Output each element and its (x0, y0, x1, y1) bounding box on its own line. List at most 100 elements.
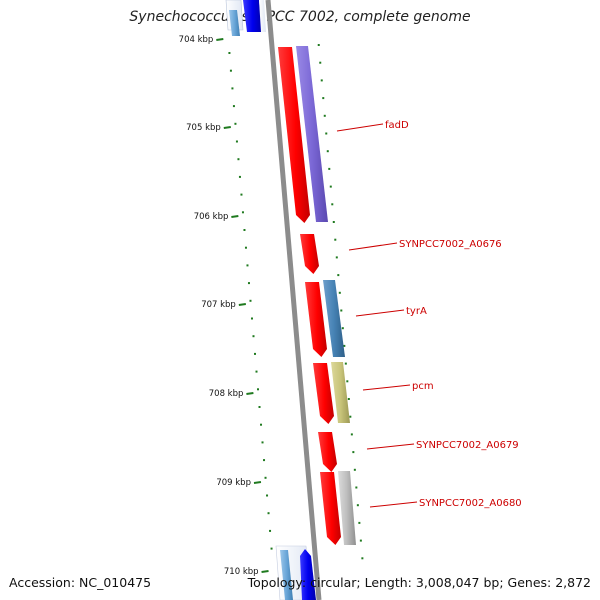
cds-arrow-synpcc7002-a0676 (300, 234, 319, 274)
leader-line-synpcc7002-a0676 (348, 242, 398, 251)
feature-track-dot (350, 433, 353, 436)
tick-mark (216, 38, 224, 41)
gene-label-pcm: pcm (412, 381, 434, 392)
scale-dot (249, 299, 252, 302)
feature-track-dot (355, 486, 358, 489)
feature-track-dot (320, 79, 323, 82)
scale-dot (258, 406, 261, 408)
scale-dot (232, 105, 235, 108)
genome-summary-text: Topology: circular; Length: 3,008,047 bp… (247, 575, 591, 590)
feature-track-dot (361, 557, 364, 560)
feature-track-dot (341, 327, 344, 330)
accession-text: Accession: NC_010475 (9, 575, 152, 590)
gene-label-tyra: tyrA (406, 306, 427, 317)
feature-track-dot (323, 114, 326, 117)
scale-dot (257, 388, 260, 391)
feature-bar-tyra (323, 280, 345, 357)
cds-arrow-fadd (278, 47, 310, 223)
leader-line-pcm (362, 384, 411, 391)
genome-title: Synechococcus sp. PCC 7002, complete gen… (129, 9, 471, 25)
leader-line-synpcc7002-a0679 (366, 443, 415, 450)
scale-tick-labels: 704 kbp 705 kbp 706 kbp 707 kbp 708 kbp 709 k… (179, 35, 259, 577)
scale-dot (229, 69, 232, 72)
gene-labels: fadD SYNPCC7002_A0676 tyrA pcm SYNPCC7002_A0… (385, 120, 522, 509)
scale-dot (238, 175, 241, 178)
feature-track-dot (346, 380, 349, 383)
feature-track-dot (332, 221, 335, 223)
feature-track-dot (344, 362, 347, 365)
tick-label-709-kbp: 709 kbp (216, 478, 251, 488)
tick-label-708-kbp: 708 kbp (209, 389, 244, 399)
scale-dot (253, 352, 256, 355)
gene-label-synpcc7002-a0680: SYNPCC7002_A0680 (419, 498, 522, 509)
feature-track-dot (352, 451, 355, 454)
feature-track-dot (356, 504, 359, 507)
gene-features (278, 46, 356, 545)
feature-track-dot (347, 398, 350, 400)
feature-track-dot (331, 203, 334, 206)
scale-dot (264, 476, 267, 479)
tick-mark (246, 392, 254, 395)
cds-arrow-tyra (305, 282, 327, 357)
feature-track-dot (325, 132, 328, 135)
tick-mark (253, 481, 262, 484)
cds-arrow-synpcc7002-a0680 (320, 472, 341, 545)
feature-bar-pcm (331, 362, 350, 423)
scale-dot (243, 229, 246, 231)
scale-dot (235, 140, 238, 143)
feature-track-dot (334, 238, 337, 241)
scale-dot (244, 246, 247, 249)
tick-label-707-kbp: 707 kbp (201, 300, 236, 310)
feature-track-dot (317, 44, 320, 46)
tick-label-704-kbp: 704 kbp (179, 35, 214, 45)
scale-dots (228, 44, 364, 560)
feature-track-dot (359, 539, 362, 542)
tick-label-710-kbp: 710 kbp (224, 567, 259, 577)
scale-dot (240, 193, 243, 196)
feature-track-dot (322, 97, 325, 100)
label-leaders (336, 123, 418, 508)
scale-dot (228, 52, 231, 54)
scale-dot (255, 370, 258, 373)
gene-label-fadd: fadD (385, 120, 409, 131)
feature-track-dot (358, 521, 361, 524)
feature-track-dot (338, 291, 341, 294)
genome-backbone (265, 0, 322, 600)
gene-label-synpcc7002-a0676: SYNPCC7002_A0676 (399, 239, 502, 250)
scale-dot (231, 87, 234, 90)
feature-track-dot (343, 344, 346, 347)
scale-dot (237, 158, 240, 161)
scale-dot (250, 317, 253, 320)
tick-mark (231, 215, 239, 218)
tick-label-706-kbp: 706 kbp (194, 212, 229, 222)
scale-dot (252, 335, 255, 338)
feature-track-dot (335, 256, 338, 259)
feature-track-dot (340, 309, 343, 312)
scale-dot (263, 459, 266, 462)
scale-dot (267, 512, 270, 515)
tick-mark (238, 303, 246, 306)
scale-dot (269, 529, 272, 532)
leader-line-tyra (355, 309, 405, 317)
scale-dot (246, 264, 249, 267)
feature-track-dot (326, 150, 329, 153)
scale-ticks (216, 38, 269, 573)
scale-dot (234, 122, 237, 125)
leader-line-synpcc7002-a0680 (369, 501, 418, 508)
tick-mark (223, 126, 231, 129)
scale-dot (266, 494, 269, 497)
feature-track-dot (329, 185, 332, 188)
scale-dot (261, 441, 264, 444)
scale-dot (260, 423, 263, 426)
cds-arrow-synpcc7002-a0679 (318, 432, 337, 472)
scale-dot (270, 547, 273, 550)
cds-arrow-pcm (313, 363, 334, 424)
leader-line-fadd (336, 123, 384, 132)
neighbor-feature-top (225, 0, 266, 36)
tick-label-705-kbp: 705 kbp (186, 123, 221, 133)
feature-bar-fadd (296, 46, 328, 222)
feature-track-dot (349, 415, 352, 418)
feature-track-dot (328, 167, 331, 170)
